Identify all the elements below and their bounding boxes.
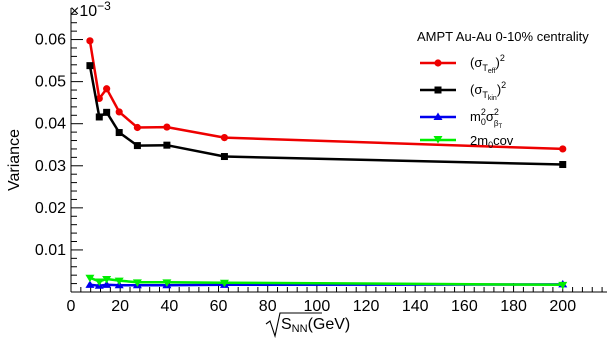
y-tick-label: 0.03: [35, 158, 66, 175]
data-point-tkin: [559, 161, 567, 169]
data-point-tkin: [86, 62, 94, 70]
data-point-cov: [114, 277, 124, 286]
data-point-tkin: [220, 153, 228, 161]
x-tick-label: 140: [402, 298, 429, 315]
y-tick-label: 0.01: [35, 242, 66, 259]
series-cov: [85, 274, 568, 290]
legend-item-teff: (σTeff)2: [420, 53, 505, 75]
data-point-teff: [133, 123, 141, 132]
y-tick-label: 0.05: [35, 74, 66, 91]
x-tick-label: 100: [304, 298, 331, 315]
x-axis-radical: S: [281, 316, 292, 333]
x-tick-label: 180: [500, 298, 527, 315]
x-tick-label: 80: [259, 298, 277, 315]
sqrt-sign-icon: [265, 312, 322, 339]
data-point-m0beta: [102, 280, 112, 288]
data-point-teff: [115, 108, 123, 116]
svg-text:(σTeff)2: (σTeff)2: [470, 53, 505, 75]
data-point-teff: [220, 133, 229, 142]
series-teff: [86, 37, 567, 153]
legend-item-cov: 2m0cov: [420, 133, 514, 150]
series-line-cov: [89, 276, 563, 287]
data-point-tkin: [115, 129, 123, 137]
y-multiplier: ×10−3: [70, 0, 111, 20]
svg-text:SNN(GeV): SNN(GeV): [281, 316, 350, 335]
data-point-cov: [85, 274, 95, 283]
x-tick-label: 160: [451, 298, 478, 315]
legend-item-tkin: (σTkin)2: [420, 80, 506, 102]
x-tick-label: 0: [67, 298, 76, 315]
data-point-tkin: [95, 113, 103, 121]
legend-item-m0beta: m2 0σ2 βT: [420, 107, 503, 130]
y-tick-label: 0.02: [35, 200, 66, 217]
legend-title: AMPT Au-Au 0-10% centrality: [417, 29, 589, 44]
x-tick-label: 120: [353, 298, 380, 315]
x-axis-subscript: NN: [292, 323, 308, 335]
legend: AMPT Au-Au 0-10% centrality (σTeff)2 (σT…: [417, 29, 589, 150]
data-point-tkin: [163, 141, 171, 149]
data-point-cov: [102, 275, 112, 284]
x-axis-unit: (GeV): [308, 316, 351, 333]
data-point-cov: [162, 279, 172, 287]
series-tkin: [86, 62, 567, 169]
data-point-teff: [86, 37, 94, 45]
data-point-teff: [103, 85, 111, 93]
svg-text:(σTkin)2: (σTkin)2: [470, 80, 506, 102]
x-axis-title: SNN(GeV): [265, 312, 350, 339]
y-tick-label: 0.04: [35, 116, 66, 133]
data-point-tkin: [133, 142, 141, 150]
svg-text:2m0cov: 2m0cov: [470, 133, 514, 150]
y-multiplier-exponent: −3: [97, 0, 111, 13]
x-tick-label: 60: [210, 298, 228, 315]
data-point-teff: [559, 145, 567, 153]
series-group: [85, 37, 568, 290]
data-point-cov: [132, 279, 142, 287]
x-tick-label: 40: [160, 298, 178, 315]
data-point-cov: [94, 278, 104, 286]
y-tick-label: 0.06: [35, 32, 66, 49]
data-point-cov: [558, 281, 568, 290]
x-tick-label: 200: [549, 298, 576, 315]
data-point-tkin: [103, 108, 111, 116]
data-point-teff: [163, 123, 171, 131]
axes: [70, 8, 607, 293]
x-tick-label: 20: [111, 298, 129, 315]
data-point-cov: [219, 279, 229, 288]
y-axis-title: Variance: [6, 129, 23, 191]
data-point-m0beta: [85, 280, 95, 288]
